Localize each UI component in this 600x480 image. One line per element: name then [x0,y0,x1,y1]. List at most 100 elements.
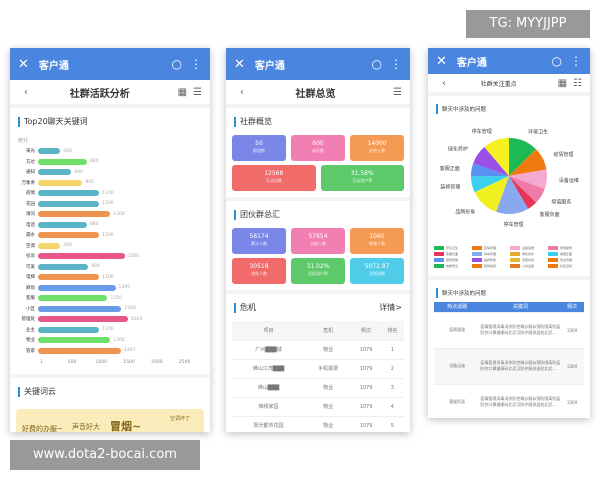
pie-slice[interactable] [473,147,509,176]
pie-slice[interactable] [471,163,509,177]
pie-slice[interactable] [509,149,547,176]
table-row[interactable]: 广州███城 物业 1079 1 [232,340,404,360]
stat-card[interactable]: 31.58% 互动用户率 [320,165,404,191]
bar-value: 1100 [102,274,114,280]
table-row[interactable]: 设备运维 疫情管理消毒消杀防控确诊疑似预防隔离防疫防控口罩健康码北武汉防护服测温检… [434,348,584,385]
app-title: 客户通 [38,60,69,72]
bar [38,232,100,239]
legend-item[interactable]: 设备运维 [510,246,546,250]
table-cell: 1079 [351,340,381,360]
stat-card[interactable]: 50 群组数 [232,135,286,161]
pie-slice[interactable] [484,138,509,176]
table-header: 项目 危机 频次 排名 [232,321,404,341]
grid-icon[interactable]: ▦ [177,86,188,98]
x-tick-label: 500 [67,360,77,365]
search-icon[interactable]: ○ [371,57,382,71]
bar-value: 400 [63,148,72,154]
stat-card[interactable]: 31.02% 活跃用户率 [291,258,345,284]
bar-value: 1100 [102,190,114,196]
back-icon[interactable]: ‹ [240,86,244,98]
pie-slice[interactable] [509,169,547,189]
bar-label: 来光 [26,149,35,155]
more-icon[interactable]: ⋮ [570,54,582,68]
pie-slice[interactable] [471,176,509,193]
legend-item[interactable]: 客服负面 [434,252,470,256]
table-cell: 客服负面 [434,384,481,418]
stat-card[interactable]: 600 成员数 [291,135,345,161]
stat-card[interactable]: 1060 新增人数 [350,228,404,254]
stat-label: 统计 [18,138,29,144]
pie-slice[interactable] [509,176,537,209]
legend-item[interactable]: 公共设施 [510,264,546,268]
more-icon[interactable]: ⋮ [390,57,402,71]
legend-item[interactable]: 电梯安全 [434,264,470,268]
pie-slice[interactable] [509,138,536,176]
table-cell: 佛山江湾███ [232,359,306,379]
search-icon[interactable]: ○ [171,57,182,71]
bar-value: 880 [89,159,99,165]
bar-row: 请问 1300 [16,209,210,220]
menu-icon[interactable]: ☰ [393,86,402,98]
table-row[interactable]: 阳光都市花园 物业 1079 5 [232,416,404,432]
x-tick-label: 1500 [123,360,135,365]
back-icon[interactable]: ‹ [442,77,446,89]
legend-item[interactable]: 安全管理 [548,258,584,262]
stat-card[interactable]: 14000 总进入数 [350,135,404,161]
legend-item[interactable]: 装修管理 [434,258,470,262]
bar [38,169,72,176]
back-icon[interactable]: ‹ [24,86,28,98]
bar [38,253,125,260]
bar-value: 1560 [127,253,140,259]
table-cell: 疫情管理消毒消杀防控确诊疑似预防隔离防疫防控口罩健康码北武汉防护服测温检北武..… [480,348,561,385]
legend-item[interactable]: 疫情管理 [472,246,508,250]
stat-card[interactable]: 57654 当前人数 [291,228,345,254]
search-icon[interactable]: ○ [551,54,562,68]
list-icon[interactable]: ☷ [573,77,582,89]
legend-item[interactable]: 增值服务 [548,246,584,250]
bar-value: 800 [85,180,95,186]
table-row[interactable]: 客服负面 疫情管理消毒消杀防控确诊疑似预防隔离防疫防控口罩健康码北武汉防护服测温检… [434,384,584,418]
legend-item[interactable]: 装修噪音 [472,264,508,268]
menu-icon[interactable]: ☰ [193,86,202,98]
legend-item[interactable]: 客服正面 [548,252,584,256]
pie-slice[interactable] [496,176,529,214]
bar-value: 1300 [113,211,125,217]
legend-item[interactable]: 品牌形象 [472,258,508,262]
stat-value: 57654 [308,233,328,240]
more-icon[interactable]: ⋮ [190,57,202,71]
pie-label: 品牌形象 [455,209,475,216]
legend-item[interactable]: 停车管理 [472,252,508,256]
stat-value: 12568 [264,170,284,177]
legend-item[interactable]: 环境卫生 [434,246,470,250]
stat-card[interactable]: 5072.87 活跃指数 [350,258,404,284]
details-link[interactable]: 详情> [379,303,402,312]
stat-card[interactable]: 30518 流失人数 [232,258,286,284]
stat-card[interactable]: 58174 累计人数 [232,228,286,254]
pie-slice[interactable] [509,176,545,203]
close-icon[interactable]: ✕ [234,56,245,72]
table-row[interactable]: 佛山江湾███ 手机报录 1079 2 [232,359,404,379]
stat-label: 新增人数 [369,241,385,247]
bar-value: 1500 [124,306,136,312]
legend-item[interactable]: 社区活动 [548,264,584,268]
table-row[interactable]: 佛山███ 物业 1079 3 [232,378,404,398]
legend-swatch [548,258,558,262]
legend-swatch [434,252,444,256]
close-icon[interactable]: ✕ [436,53,447,69]
table-cell: 1079 [351,359,381,379]
table-row[interactable]: 锦绣家园 物业 1079 4 [232,397,404,417]
table-row[interactable]: 疫情管理 疫情管理消毒消杀防控确诊疑似预防隔离防疫防控口罩健康码北武汉防护服测温检… [434,312,584,349]
legend-item[interactable]: 邻里纠纷 [510,258,546,262]
grid-icon[interactable]: ▦ [557,77,568,89]
close-icon[interactable]: ✕ [18,56,29,72]
legend-item[interactable]: 绿化养护 [510,252,546,256]
bar-label: 管理处 [21,317,36,323]
bar-label: 管家 [26,348,35,354]
legend-swatch [434,246,444,250]
app-topbar: ✕ 客户通 ○ ⋮ [226,48,410,80]
x-axis: 1 500 1000 1500 2000 2500 [40,356,210,368]
stat-card[interactable]: 12568 互动次数 [232,165,316,191]
bar-value: 1250 [110,295,122,301]
legend-label: 社区活动 [560,264,573,268]
pie-slice[interactable] [474,176,509,212]
